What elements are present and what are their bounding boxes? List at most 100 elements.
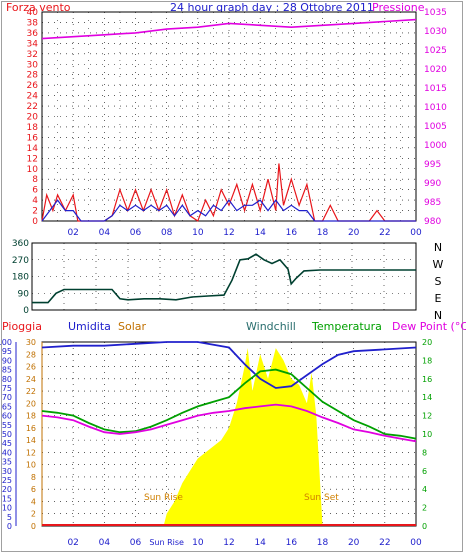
p2-left-tick: 90 bbox=[18, 289, 30, 299]
p3-solar-tick: 28 bbox=[26, 350, 36, 359]
p1-left-tick: 4 bbox=[32, 196, 38, 206]
p3-x-tick: 06 bbox=[130, 538, 142, 548]
p1-x-tick: 18 bbox=[317, 228, 329, 238]
p3-solar-tick: 16 bbox=[26, 424, 36, 433]
series-temperature bbox=[41, 368, 417, 440]
p1-left-tick: 14 bbox=[27, 144, 39, 154]
p3-x-tick: Sun Rise bbox=[149, 538, 184, 547]
p1-x-tick: 02 bbox=[67, 228, 78, 238]
p3-humidity-tick: 45 bbox=[2, 439, 12, 448]
p3-solar-tick: 8 bbox=[31, 473, 36, 482]
p3-solar-tick: 6 bbox=[31, 485, 36, 494]
p3-humidity-tick: 95 bbox=[2, 347, 12, 356]
p3-humidity-tick: 75 bbox=[2, 384, 12, 393]
p1-right-tick: 985 bbox=[424, 198, 441, 208]
p3-humidity-tick: 50 bbox=[2, 430, 12, 439]
p3-humidity-tick: 0 bbox=[7, 522, 12, 531]
p1-left-tick: 0 bbox=[32, 217, 38, 227]
p1-left-tick: 10 bbox=[27, 165, 39, 175]
p3-humidity-tick: 90 bbox=[2, 356, 12, 365]
p3-humidity-tick: 60 bbox=[2, 412, 12, 421]
p3-x-tick: 10 bbox=[192, 538, 204, 548]
series-pressure bbox=[41, 18, 417, 40]
p1-left-tick: 38 bbox=[27, 18, 39, 28]
series-direction bbox=[32, 253, 416, 304]
p3-humidity-tick: 70 bbox=[2, 393, 12, 402]
legend-umidita: Umidita bbox=[68, 320, 111, 333]
solar-series bbox=[163, 348, 323, 526]
p3-solar-tick: 24 bbox=[26, 375, 36, 384]
p3-solar-tick: 26 bbox=[26, 363, 36, 372]
p2-compass-label: W bbox=[433, 258, 444, 271]
p3-temp-tick: 18 bbox=[422, 356, 432, 365]
p3-x-tick: 00 bbox=[410, 538, 422, 548]
p1-left-tick: 16 bbox=[27, 133, 39, 143]
p3-solar-tick: 12 bbox=[26, 448, 36, 457]
p2-compass-label: N bbox=[434, 309, 442, 322]
p2-left-tick: 0 bbox=[23, 306, 29, 316]
p1-x-tick: 20 bbox=[348, 228, 360, 238]
p3-solar-tick: 18 bbox=[26, 412, 36, 421]
p3-temp-tick: 6 bbox=[422, 467, 427, 476]
pressure-title: Pressione bbox=[372, 1, 425, 14]
p1-right-tick: 1035 bbox=[424, 8, 447, 18]
p1-right-tick: 995 bbox=[424, 160, 441, 170]
legend-pioggia: Pioggia bbox=[2, 320, 42, 333]
p1-left-tick: 32 bbox=[27, 50, 38, 60]
p3-solar-tick: 30 bbox=[26, 338, 36, 347]
p2-left-tick: 360 bbox=[12, 239, 29, 249]
p3-humidity-tick: 65 bbox=[2, 402, 12, 411]
p3-temp-tick: 2 bbox=[422, 504, 427, 513]
p1-left-tick: 6 bbox=[32, 186, 38, 196]
p1-left-tick: 24 bbox=[27, 92, 39, 102]
grid-lines bbox=[15, 12, 416, 526]
p3-humidity-tick: 35 bbox=[2, 458, 12, 467]
p3-humidity-tick: 30 bbox=[2, 467, 12, 476]
p3-humidity-tick: 25 bbox=[2, 476, 12, 485]
p1-right-tick: 1000 bbox=[424, 141, 447, 151]
p1-x-tick: 00 bbox=[410, 228, 422, 238]
p3-solar-tick: 22 bbox=[26, 387, 36, 396]
p1-left-tick: 18 bbox=[27, 123, 39, 133]
p1-x-tick: 12 bbox=[223, 228, 234, 238]
p2-left-tick: 180 bbox=[12, 273, 29, 283]
p3-x-tick: 16 bbox=[286, 538, 298, 548]
p1-right-tick: 1030 bbox=[424, 27, 447, 37]
p2-compass-label: S bbox=[435, 275, 442, 288]
legend-temperatura: Temperatura bbox=[311, 320, 382, 333]
p3-x-tick: 04 bbox=[99, 538, 111, 548]
p3-humidity-tick: 100 bbox=[0, 338, 12, 347]
p1-x-tick: 06 bbox=[130, 228, 142, 238]
sunset-annotation: Sun Set bbox=[304, 493, 339, 503]
p1-right-tick: 1010 bbox=[424, 103, 447, 113]
graph-day-title: 24 hour graph day : 28 Ottobre 2011 bbox=[170, 1, 374, 14]
p3-x-tick: 12 bbox=[223, 538, 234, 548]
p3-solar-tick: 10 bbox=[26, 461, 36, 470]
p1-left-tick: 34 bbox=[27, 39, 39, 49]
p1-left-tick: 26 bbox=[27, 81, 39, 91]
p1-right-tick: 1015 bbox=[424, 84, 447, 94]
p1-left-tick: 36 bbox=[27, 29, 39, 39]
p1-x-tick: 14 bbox=[254, 228, 266, 238]
p1-left-tick: 40 bbox=[27, 8, 39, 18]
p3-humidity-tick: 15 bbox=[2, 494, 12, 503]
p3-humidity-tick: 80 bbox=[2, 375, 12, 384]
p1-right-tick: 1005 bbox=[424, 122, 447, 132]
p1-left-tick: 28 bbox=[27, 71, 39, 81]
p3-temp-tick: 4 bbox=[422, 485, 427, 494]
p3-humidity-tick: 85 bbox=[2, 366, 12, 375]
tick-labels: 0246810121416182022242628303234363840980… bbox=[0, 8, 447, 548]
p3-temp-tick: 12 bbox=[422, 412, 432, 421]
sunrise-annotation: Sun Rise bbox=[144, 493, 183, 503]
p1-left-tick: 20 bbox=[27, 113, 39, 123]
p1-x-tick: 16 bbox=[286, 228, 298, 238]
p1-right-tick: 1020 bbox=[424, 65, 447, 75]
p3-humidity-tick: 10 bbox=[2, 504, 12, 513]
p1-right-tick: 1025 bbox=[424, 46, 447, 56]
p3-solar-tick: 14 bbox=[26, 436, 36, 445]
p3-temp-tick: 20 bbox=[422, 338, 432, 347]
p1-x-tick: 04 bbox=[99, 228, 111, 238]
p1-left-tick: 8 bbox=[32, 175, 38, 185]
p1-x-tick: 10 bbox=[192, 228, 204, 238]
